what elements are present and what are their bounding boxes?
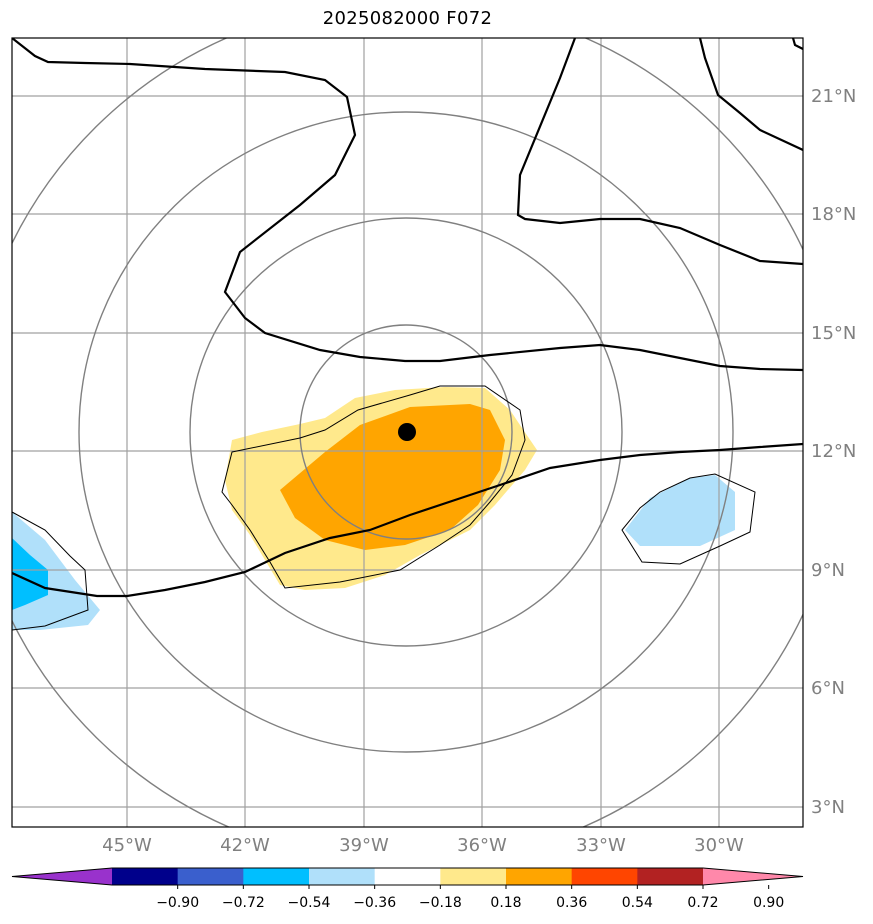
thick-contours (12, 38, 803, 598)
colorbar-label: 0.90 (753, 895, 784, 911)
lat-label-21n: 21°N (811, 86, 856, 107)
colorbar-segment (440, 868, 507, 885)
map-title: 2025082000 F072 (322, 8, 493, 29)
colorbar-segment (637, 868, 704, 885)
colorbar-label: 0.72 (687, 895, 718, 911)
lon-label-45w: 45°W (102, 835, 152, 856)
colorbar-label: −0.72 (222, 895, 265, 911)
colorbar-label: 0.18 (490, 895, 521, 911)
lon-label-30w: 30°W (694, 835, 744, 856)
colorbar-label: 0.54 (622, 895, 653, 911)
negative-cyan-area-west (12, 538, 48, 610)
colorbar-segment (309, 868, 376, 885)
colorbar: −0.90 −0.72 −0.54 −0.36 −0.18 0.18 0.36 0.54 0.7… (11, 867, 804, 911)
range-rings (12, 38, 803, 827)
colorbar-extend-max (703, 868, 803, 885)
lat-label-18n: 18°N (811, 204, 856, 225)
colorbar-extend-min (12, 868, 112, 885)
lon-label-36w: 36°W (457, 835, 507, 856)
plot-frame (11, 37, 804, 828)
colorbar-segment (112, 868, 179, 885)
colorbar-label: −0.18 (419, 895, 462, 911)
colorbar-segment (506, 868, 573, 885)
map-plot-area (12, 38, 803, 827)
colorbar-segment (177, 868, 244, 885)
colorbar-segment (374, 868, 441, 885)
colorbar-segment (571, 868, 638, 885)
lon-label-33w: 33°W (576, 835, 626, 856)
shaded-field (12, 387, 735, 630)
lat-label-12n: 12°N (811, 441, 856, 462)
colorbar-segment (243, 868, 310, 885)
colorbar-label: −0.90 (156, 895, 199, 911)
negative-light-blue-area-east (625, 475, 735, 546)
gridlines (12, 38, 803, 827)
lat-label-6n: 6°N (811, 678, 845, 699)
lon-label-39w: 39°W (339, 835, 389, 856)
longitude-labels: 45°W 42°W 39°W 36°W 33°W 30°W (102, 835, 744, 856)
colorbar-label: −0.54 (288, 895, 331, 911)
thin-contours (12, 385, 756, 631)
lat-label-3n: 3°N (811, 797, 845, 818)
lat-label-15n: 15°N (811, 323, 856, 344)
lat-label-9n: 9°N (811, 560, 845, 581)
colorbar-outline (11, 867, 804, 886)
storm-center-marker (398, 423, 416, 441)
lon-label-42w: 42°W (220, 835, 270, 856)
colorbar-label: 0.36 (556, 895, 587, 911)
colorbar-label: −0.36 (353, 895, 396, 911)
latitude-labels: 3°N 6°N 9°N 12°N 15°N 18°N 21°N (811, 86, 856, 818)
